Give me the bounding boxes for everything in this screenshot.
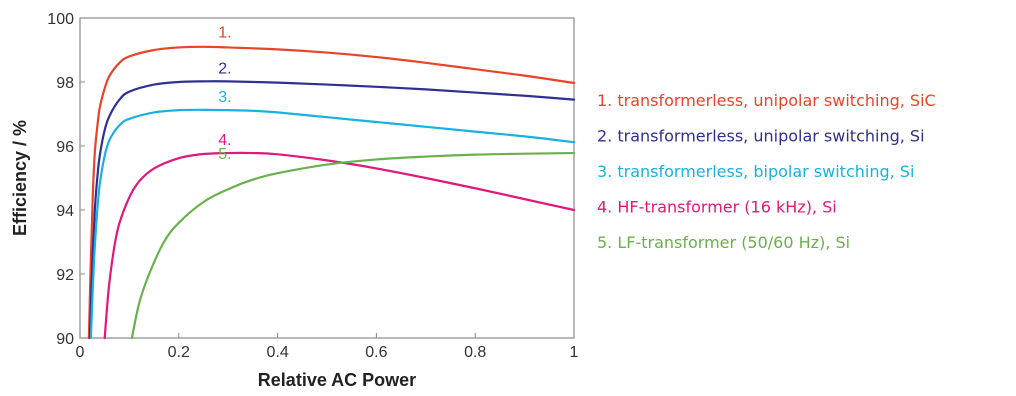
x-tick-label: 0.2	[168, 344, 190, 361]
y-tick-label: 92	[56, 267, 74, 284]
y-tick-label: 98	[56, 75, 74, 92]
x-tick-label: 0	[76, 344, 85, 361]
plot-area	[79, 17, 575, 339]
legend-item-2: 2. transformerless, unipolar switching, …	[597, 127, 925, 146]
series-3-marker: 3.	[218, 89, 231, 106]
x-tick-label: 0.6	[365, 344, 387, 361]
curve-markers-group: 1. 2. 3. 4.5.	[218, 24, 231, 163]
y-tick-label: 96	[56, 139, 74, 156]
legend: 1. transformerless, unipolar switching, …	[597, 91, 936, 252]
x-axis-title: Relative AC Power	[258, 370, 416, 390]
series-4-marker: 4.	[218, 132, 231, 149]
x-tick-label: 0.4	[266, 344, 288, 361]
plot-background	[79, 17, 575, 339]
series-5-marker: 5.	[218, 146, 231, 163]
series-3-line	[89, 108, 576, 340]
y-tick-label: 100	[47, 11, 74, 28]
series-2-line	[88, 80, 576, 340]
curves-group	[87, 45, 576, 340]
legend-item-3: 3. transformerless, bipolar switching, S…	[597, 162, 914, 181]
legend-item-1: 1. transformerless, unipolar switching, …	[597, 91, 936, 110]
legend-item-5: 5. LF-transformer (50/60 Hz), Si	[597, 233, 850, 252]
x-tick-label: 1	[570, 344, 579, 361]
legend-item-4: 4. HF-transformer (16 kHz), Si	[597, 198, 837, 217]
y-tick-label: 90	[56, 331, 74, 348]
series-4-line	[103, 151, 576, 340]
series-1-line	[87, 45, 576, 340]
series-1-marker: 1.	[218, 24, 231, 41]
series-2-marker: 2.	[218, 60, 231, 77]
y-axis-title: Efficiency / %	[10, 120, 30, 236]
axis-ticks: 0 0.2 0.4 0.6 0.8 1 90 92 94 96 98 100	[47, 11, 578, 361]
x-tick-label: 0.8	[464, 344, 486, 361]
series-5-line	[130, 151, 576, 340]
y-tick-label: 94	[56, 203, 74, 220]
